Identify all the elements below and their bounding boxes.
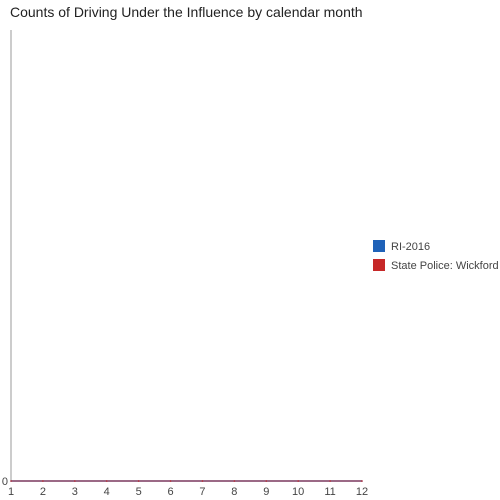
x-tick-label: 2 — [40, 486, 46, 498]
series-2-point — [42, 480, 44, 482]
x-tick-label: 1 — [8, 486, 14, 498]
chart-title: Counts of Driving Under the Influence by… — [10, 4, 363, 20]
legend: RI-2016 State Police: Wickford — [373, 240, 499, 272]
series-2-point — [201, 480, 204, 482]
legend-label: State Police: Wickford — [391, 260, 499, 272]
legend-label: RI-2016 — [391, 241, 430, 253]
series-2-point — [74, 480, 76, 482]
series-2-point — [297, 480, 299, 482]
series-2-point — [105, 480, 108, 482]
x-tick-label: 7 — [199, 486, 205, 498]
series-2-point — [361, 480, 363, 482]
x-tick-label: 8 — [231, 486, 237, 498]
x-tick-label: 5 — [136, 486, 142, 498]
x-tick-label: 3 — [72, 486, 78, 498]
x-tick-label: 6 — [167, 486, 173, 498]
x-tick-label: 9 — [263, 486, 269, 498]
x-tick-label: 12 — [356, 486, 368, 498]
x-tick-label: 4 — [104, 486, 110, 498]
series-2-point — [233, 480, 236, 482]
series-2-point — [169, 480, 172, 482]
legend-swatch — [373, 259, 385, 271]
y-tick-label: 0 — [2, 476, 8, 488]
series-2-point — [329, 480, 331, 482]
x-tick-label: 10 — [292, 486, 304, 498]
series-2-point — [137, 480, 140, 482]
x-tick-label: 11 — [324, 486, 335, 498]
legend-swatch — [373, 240, 385, 252]
series-2-point — [10, 480, 12, 482]
series-2-point — [265, 480, 268, 482]
plot-area: 01 2 3 4 5 6 7 8 9 10 11 12 — [2, 30, 368, 498]
